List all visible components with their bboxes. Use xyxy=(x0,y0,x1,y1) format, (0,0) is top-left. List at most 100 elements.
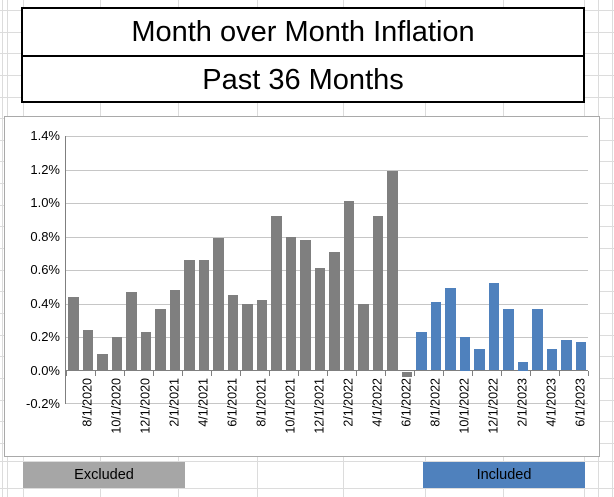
chart-bar-11/1/2021[interactable] xyxy=(285,236,296,371)
x-axis-tick xyxy=(181,370,183,376)
chart-bar-12/1/2021[interactable] xyxy=(300,239,311,371)
x-axis-tick-label: 4/1/2023 xyxy=(544,377,559,427)
y-axis-tick-label: 1.2% xyxy=(30,161,60,177)
grid-row-line xyxy=(0,461,614,462)
x-axis-tick xyxy=(413,370,415,376)
chart-bar-7/1/2021[interactable] xyxy=(227,295,238,371)
legend-cell-included[interactable]: Included xyxy=(423,462,585,488)
chart-bar-5/1/2022[interactable] xyxy=(372,216,383,371)
y-axis-tick-label: 0.6% xyxy=(30,262,60,277)
chart-bar-6/1/2021[interactable] xyxy=(213,238,224,371)
x-axis-tick-label: 4/1/2022 xyxy=(370,377,385,427)
x-axis-tick-label: 6/1/2022 xyxy=(399,377,414,427)
chart-bar-1/1/2021[interactable] xyxy=(140,331,151,371)
chart-bar-3/1/2023[interactable] xyxy=(517,362,528,371)
chart-bar-1/1/2023[interactable] xyxy=(488,283,499,371)
chart-gridline xyxy=(66,303,588,305)
chart-bar-9/1/2020[interactable] xyxy=(82,330,93,371)
chart-gridline xyxy=(66,236,588,238)
y-axis-tick-label: 0.2% xyxy=(30,329,60,344)
y-axis-tick-label: -0.2% xyxy=(26,396,60,411)
chart-bar-2/1/2023[interactable] xyxy=(503,308,514,371)
chart-bar-10/1/2021[interactable] xyxy=(271,216,282,371)
chart-bar-5/1/2021[interactable] xyxy=(198,259,209,371)
plot-area: 1.4% 1.2% 1.0% 0.8% 0.6% 0.4% 0.2% 0.0% -0.2% 8/1… xyxy=(26,128,589,433)
chart-bar-8/1/2022[interactable] xyxy=(416,331,427,371)
chart-gridline xyxy=(66,270,588,271)
chart-bar-5/1/2023[interactable] xyxy=(546,348,557,371)
x-axis-tick xyxy=(152,370,154,376)
grid-row-line xyxy=(0,488,614,489)
chart-bar-9/1/2022[interactable] xyxy=(430,301,441,371)
chart-bar-10/1/2022[interactable] xyxy=(445,288,456,371)
chart-bar-9/1/2021[interactable] xyxy=(256,300,267,371)
legend-excluded-label: Excluded xyxy=(74,467,134,483)
chart-gridline xyxy=(66,136,588,137)
chart-bar-3/1/2022[interactable] xyxy=(343,201,354,371)
chart-gridline xyxy=(66,337,588,338)
x-axis-tick-label: 2/1/2022 xyxy=(341,377,356,427)
x-axis-tick xyxy=(297,370,299,376)
x-axis-tick-label: 6/1/2023 xyxy=(573,377,588,427)
x-axis-tick-label: 6/1/2021 xyxy=(225,377,240,427)
inflation-bar-chart[interactable]: 1.4% 1.2% 1.0% 0.8% 0.6% 0.4% 0.2% 0.0% -0.2% 8/1… xyxy=(4,116,600,457)
x-axis-tick xyxy=(355,370,357,376)
y-axis-tick-label: 0.8% xyxy=(30,228,60,244)
chart-bar-4/1/2023[interactable] xyxy=(532,308,543,371)
x-axis-tick xyxy=(587,370,589,376)
chart-bar-7/1/2023[interactable] xyxy=(575,342,586,371)
legend-included-label: Included xyxy=(476,467,532,483)
x-axis-tick xyxy=(239,370,241,376)
y-axis-tick-label: 0.0% xyxy=(30,362,60,378)
x-axis-tick xyxy=(123,370,125,376)
x-axis-tick xyxy=(210,370,212,376)
legend-cell-excluded[interactable]: Excluded xyxy=(23,462,185,488)
chart-bar-10/1/2020[interactable] xyxy=(97,353,108,371)
x-axis-tick-label: 12/1/2020 xyxy=(138,377,153,434)
x-axis-tick xyxy=(500,370,502,376)
chart-bar-11/1/2020[interactable] xyxy=(111,337,122,371)
chart-bar-11/1/2022[interactable] xyxy=(459,337,470,371)
x-axis-line xyxy=(66,369,588,372)
chart-bar-6/1/2023[interactable] xyxy=(561,340,572,371)
x-axis-tick-label: 8/1/2022 xyxy=(428,377,443,427)
x-axis-tick xyxy=(326,370,328,376)
x-axis-tick xyxy=(471,370,473,376)
x-axis-tick-label: 8/1/2021 xyxy=(254,377,269,427)
chart-gridline xyxy=(66,203,588,204)
title-cell-1[interactable]: Month over Month Inflation xyxy=(23,9,583,57)
x-axis-tick-label: 12/1/2022 xyxy=(486,377,501,434)
chart-bar-2/1/2022[interactable] xyxy=(329,251,340,371)
chart-bar-3/1/2021[interactable] xyxy=(169,290,180,371)
chart-gridline xyxy=(66,403,588,404)
chart-bar-12/1/2020[interactable] xyxy=(126,291,137,371)
chart-bar-12/1/2022[interactable] xyxy=(474,348,485,371)
x-axis-tick-label: 4/1/2021 xyxy=(196,377,211,427)
x-axis-tick xyxy=(558,370,560,376)
chart-bar-7/1/2022[interactable] xyxy=(401,371,412,377)
y-axis-tick-label: 1.0% xyxy=(30,195,60,210)
x-axis-tick xyxy=(529,370,531,376)
y-axis-tick-label: 1.4% xyxy=(30,128,60,143)
y-axis-tick-label: 0.4% xyxy=(30,295,60,311)
chart-bar-8/1/2020[interactable] xyxy=(68,296,79,371)
x-axis-tick xyxy=(94,370,96,376)
chart-bar-1/1/2022[interactable] xyxy=(314,268,325,371)
chart-bar-4/1/2021[interactable] xyxy=(184,259,195,371)
chart-bar-8/1/2021[interactable] xyxy=(242,303,253,371)
chart-bar-6/1/2022[interactable] xyxy=(387,171,398,371)
x-axis-tick-label: 8/1/2020 xyxy=(80,377,95,427)
chart-title-box: Month over Month Inflation Past 36 Month… xyxy=(21,7,585,103)
x-axis-tick-label: 12/1/2021 xyxy=(312,377,327,434)
title-cell-2[interactable]: Past 36 Months xyxy=(23,57,583,103)
x-axis-tick xyxy=(384,370,386,376)
x-axis-tick-label: 10/1/2020 xyxy=(109,377,124,434)
x-axis-tick xyxy=(268,370,270,376)
x-axis-tick-label: 2/1/2021 xyxy=(167,377,182,427)
page-subtitle: Past 36 Months xyxy=(202,63,404,96)
chart-gridline xyxy=(66,169,588,171)
chart-bar-2/1/2021[interactable] xyxy=(155,308,166,371)
chart-bar-4/1/2022[interactable] xyxy=(358,303,369,371)
y-axis-line xyxy=(65,136,67,404)
x-axis-tick-label: 2/1/2023 xyxy=(515,377,530,427)
